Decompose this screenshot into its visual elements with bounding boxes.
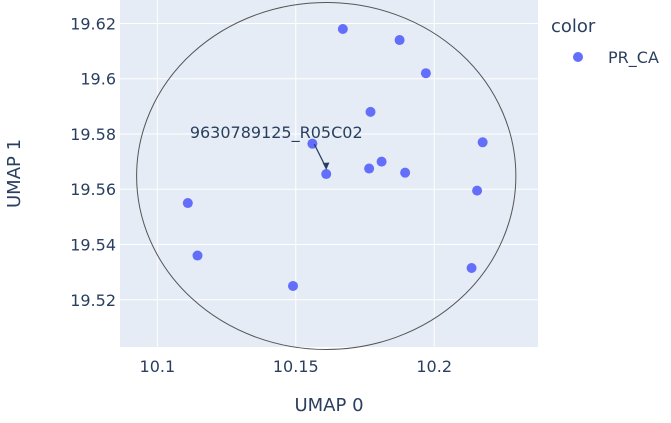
x-tick-label: 10.2	[416, 357, 452, 376]
scatter-point	[182, 198, 193, 209]
y-axis-title: UMAP 1	[4, 139, 25, 208]
x-tick-label: 10.1	[140, 357, 176, 376]
scatter-points	[182, 24, 488, 291]
y-tick-label: 19.54	[70, 236, 116, 255]
y-tick-label: 19.6	[80, 70, 116, 89]
scatter-point	[477, 137, 488, 148]
y-tick-label: 19.52	[70, 291, 116, 310]
y-tick-label: 19.56	[70, 180, 116, 199]
scatter-point	[337, 24, 348, 35]
legend-item[interactable]: PR_CA	[573, 48, 659, 68]
x-tick-label: 10.15	[273, 357, 319, 376]
legend-title: color	[551, 16, 596, 37]
scatter-point	[394, 35, 405, 46]
scatter-point	[400, 167, 411, 178]
legend-label: PR_CA	[608, 48, 659, 68]
grid-lines	[120, 0, 538, 347]
outlier-circle	[136, 1, 517, 350]
scatter-point	[376, 156, 387, 167]
y-axis-ticks: 19.52 19.54 19.56 19.58 19.6 19.62	[70, 14, 116, 309]
y-tick-label: 19.58	[70, 125, 116, 144]
annotation-arrow-head	[322, 162, 330, 171]
circle-overlay	[136, 1, 517, 350]
y-tick-label: 19.62	[70, 14, 116, 33]
scatter-point	[192, 250, 203, 261]
scatter-point	[321, 169, 332, 180]
legend: color PR_CA	[551, 16, 659, 68]
point-annotation: 9630789125_R05C02	[190, 123, 363, 171]
legend-marker	[573, 52, 583, 62]
scatter-point	[472, 185, 483, 196]
x-axis-title: UMAP 0	[294, 395, 363, 416]
x-axis-ticks: 10.1 10.15 10.2	[140, 357, 452, 376]
scatter-point	[466, 262, 477, 273]
scatter-point	[364, 163, 375, 174]
scatter-point	[365, 106, 376, 117]
scatter-point	[288, 280, 299, 291]
annotation-label: 9630789125_R05C02	[190, 123, 363, 143]
scatter-point	[420, 68, 431, 79]
